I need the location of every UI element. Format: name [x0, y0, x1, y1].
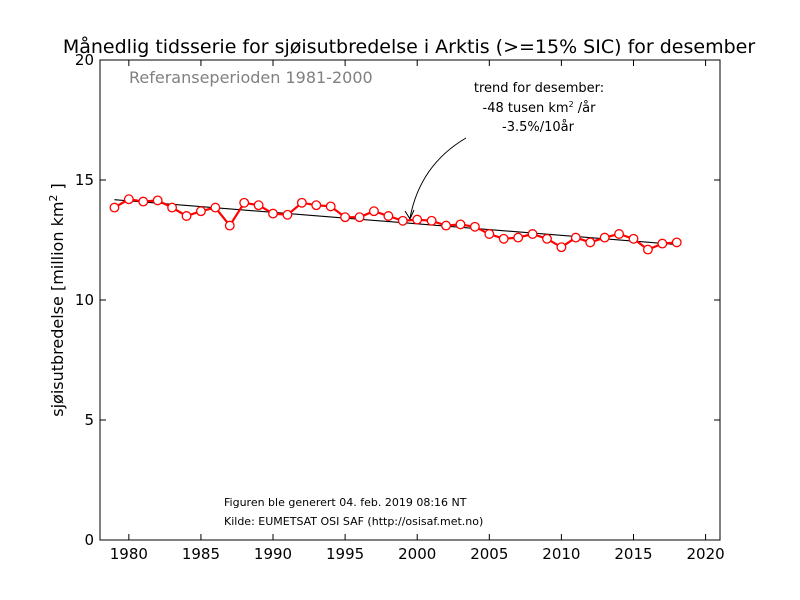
data-point: [138, 196, 149, 207]
reference-period-text: Referanseperioden 1981-2000: [129, 68, 373, 87]
trend-annotation-line2: -48 tusen km2 /år: [483, 100, 597, 116]
data-point: [195, 206, 206, 217]
x-tick-label: 2005: [470, 545, 508, 563]
data-point: [527, 229, 538, 239]
data-point: [513, 232, 524, 243]
trend-annotation-line3: -3.5%/10år: [502, 120, 575, 135]
data-point: [109, 202, 120, 213]
data-point: [498, 233, 509, 244]
data-point: [657, 238, 668, 249]
trend-layer: [114, 199, 677, 246]
x-tick-label: 1980: [110, 545, 148, 563]
data-point: [311, 200, 322, 211]
data-point: [296, 197, 307, 208]
data-point: [614, 229, 625, 239]
x-tick-label: 2010: [542, 545, 580, 563]
data-point: [210, 202, 221, 213]
y-tick-label: 10: [75, 291, 94, 309]
footer-generated-text: Figuren ble generert 04. feb. 2019 08:16…: [224, 496, 467, 509]
series-layer: [109, 194, 682, 255]
footer-source-text: Kilde: EUMETSAT OSI SAF (http://osisaf.m…: [224, 515, 483, 528]
y-tick-label: 0: [84, 531, 94, 549]
y-axis-label-main: sjøisutbredelse [million km: [48, 202, 67, 417]
x-tick-label: 2020: [686, 545, 724, 563]
data-point: [152, 195, 163, 206]
data-point: [167, 202, 178, 213]
x-tick-label: 1985: [182, 545, 220, 563]
y-axis-label-superscript: 2: [47, 195, 60, 202]
data-point: [469, 221, 480, 232]
chart-title: Månedlig tidsserie for sjøisutbredelse i…: [63, 35, 755, 58]
y-tick-label: 15: [75, 171, 94, 189]
trend-annotation-line1: trend for desember:: [474, 81, 604, 96]
data-point: [628, 233, 639, 244]
data-point: [441, 220, 451, 231]
data-point: [239, 197, 250, 208]
y-axis-label-end: ]: [48, 183, 67, 194]
trend-annotation-unit: /år: [574, 101, 596, 116]
data-point: [224, 220, 235, 231]
data-point: [542, 233, 552, 244]
axis-tick-labels: 1980 1985 1990 1995 2000 2005 2010 2015 20200510…: [75, 51, 725, 563]
data-point: [671, 237, 682, 248]
axis-ticks: [100, 59, 720, 541]
series-line: [113, 198, 677, 251]
y-tick-label: 5: [84, 411, 94, 429]
trend-annotation-superscript: 2: [569, 100, 574, 109]
data-point: [354, 212, 365, 223]
data-point: [369, 206, 379, 217]
data-point: [181, 211, 192, 221]
data-point: [412, 214, 423, 225]
data-point: [253, 200, 264, 211]
x-tick-label: 1990: [254, 545, 292, 563]
x-tick-label: 2015: [614, 545, 652, 563]
data-point: [340, 212, 351, 223]
x-tick-label: 2000: [398, 545, 436, 563]
x-tick-label: 1995: [326, 545, 364, 563]
data-point: [123, 194, 134, 205]
annotation-arrow: [409, 137, 467, 219]
annotation-arrowhead: [404, 209, 415, 221]
data-point: [455, 219, 466, 230]
y-axis-label: sjøisutbredelse [million km2 ]: [47, 183, 67, 417]
data-point: [426, 215, 437, 226]
data-point: [268, 208, 278, 219]
data-point: [556, 242, 567, 253]
data-point: [397, 215, 408, 226]
plot-frame: [99, 59, 721, 541]
data-point: [383, 211, 394, 221]
trend-line: [114, 199, 677, 246]
data-point: [642, 244, 653, 255]
data-point: [599, 232, 610, 243]
trend-annotation-value: -48 tusen km: [483, 101, 569, 116]
data-point: [325, 201, 336, 212]
data-point: [282, 209, 293, 220]
data-point: [570, 232, 581, 243]
data-point: [585, 237, 596, 248]
data-point: [484, 229, 495, 239]
y-tick-label: 20: [75, 51, 94, 69]
